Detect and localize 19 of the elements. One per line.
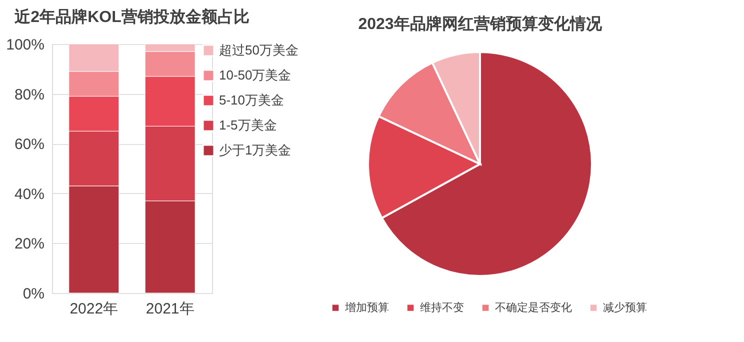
legend-label: 10-50万美金 <box>219 68 292 82</box>
y-tick-label: 60% <box>14 136 44 154</box>
chart-title: 2023年品牌网红营销预算变化情况 <box>358 15 603 33</box>
legend-label: 1-5万美金 <box>219 118 277 132</box>
y-tick-label: 0% <box>22 286 44 302</box>
y-tick-label: 20% <box>14 236 44 253</box>
legend-label: 超过50万美金 <box>219 42 298 58</box>
legend-label: 少于1万美金 <box>219 142 292 158</box>
legend-label: 维持不变 <box>420 300 464 314</box>
x-tick-label: 2022年 <box>70 300 118 318</box>
chart-title: 近2年品牌KOL营销投放金额占比 <box>14 8 250 26</box>
y-tick-label: 100% <box>6 36 44 54</box>
legend-label: 5-10万美金 <box>219 92 284 108</box>
legend-label: 增加预算 <box>344 300 389 314</box>
legend-label: 减少预算 <box>603 300 647 314</box>
legend-label: 不确定是否变化 <box>495 300 572 314</box>
x-tick-label: 2021年 <box>146 300 194 318</box>
y-tick-label: 40% <box>14 186 44 203</box>
y-tick-label: 80% <box>14 86 44 104</box>
